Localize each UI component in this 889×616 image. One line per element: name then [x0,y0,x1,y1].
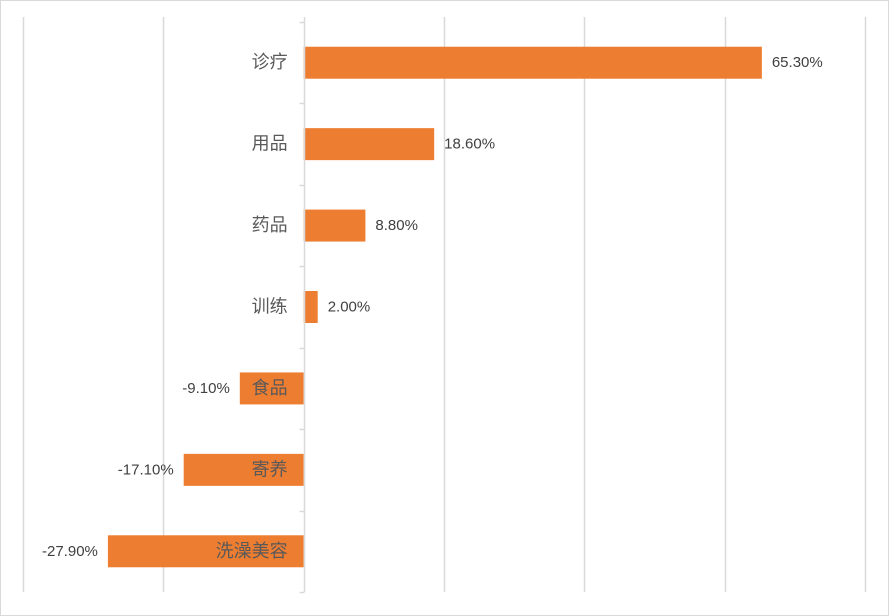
bar [239,372,304,405]
data-label: 2.00% [328,299,371,316]
bar [303,291,318,323]
category-label: 用品 [252,134,288,155]
data-label: -9.10% [182,380,230,397]
data-label: 65.30% [772,54,823,71]
category-label: 药品 [252,215,288,236]
category-label: 寄养 [252,459,288,480]
category-label: 洗澡美容 [216,541,288,562]
bar [107,535,304,568]
data-label: -27.90% [42,543,98,560]
category-label: 食品 [252,378,288,399]
data-label: -17.10% [118,461,174,478]
data-label: 8.80% [375,217,418,234]
data-label: 18.60% [444,136,495,153]
bar [303,128,435,161]
category-label: 训练 [252,297,288,318]
category-label: 诊疗 [252,52,288,73]
bar [303,209,366,242]
bar [303,46,762,79]
bar [183,453,304,486]
